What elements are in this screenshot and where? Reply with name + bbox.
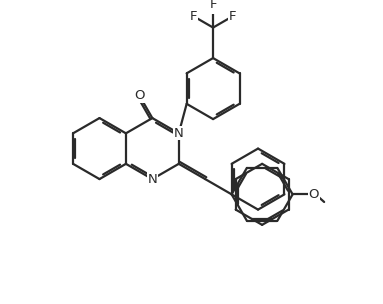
Text: O: O xyxy=(309,188,319,201)
Text: F: F xyxy=(210,0,217,11)
Text: N: N xyxy=(174,127,183,140)
Text: O: O xyxy=(134,89,145,102)
Text: F: F xyxy=(190,10,197,22)
Text: N: N xyxy=(147,173,157,185)
Text: F: F xyxy=(229,10,237,22)
